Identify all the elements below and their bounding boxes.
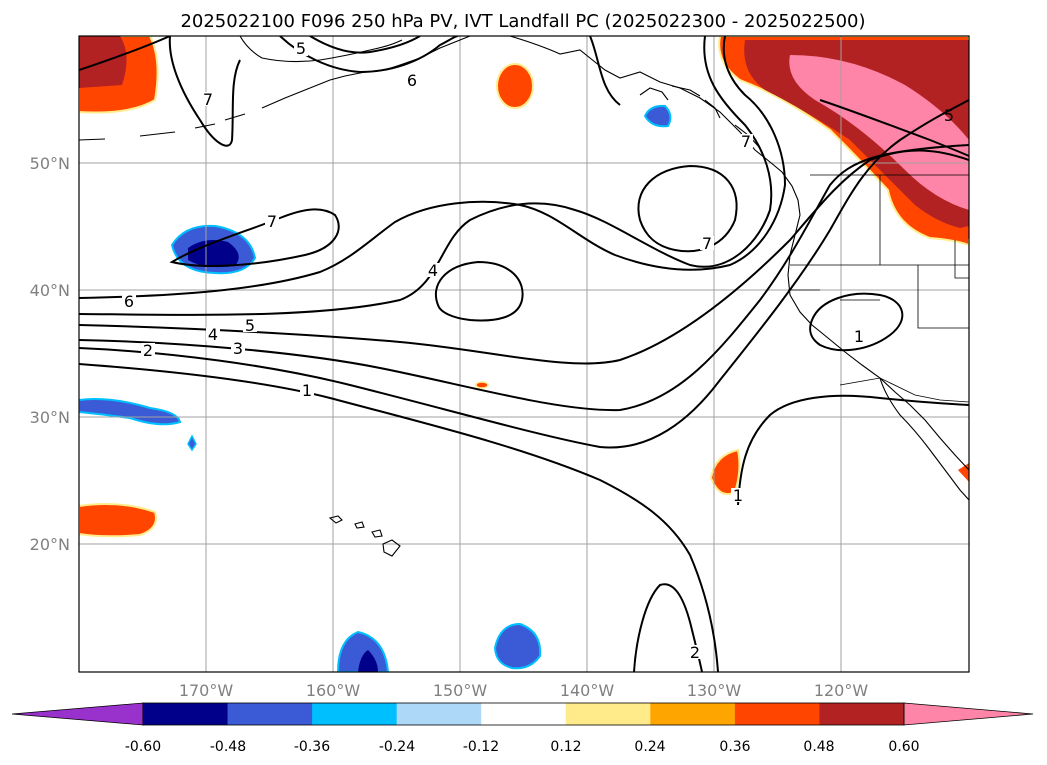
contour-label: 4 xyxy=(428,261,438,280)
contour-label: 5 xyxy=(296,39,306,58)
colorbar-tick-label: -0.12 xyxy=(463,739,499,755)
colorbar-tick-label: -0.60 xyxy=(125,739,161,755)
colorbar-tick-label: 0.12 xyxy=(550,739,581,755)
positive-anomaly-shading xyxy=(79,36,969,538)
contour-label: 1 xyxy=(854,327,864,346)
lat-tick-label: 20°N xyxy=(30,535,70,554)
colorbar-cell xyxy=(227,703,313,725)
coastlines xyxy=(79,36,969,557)
colorbar-cell xyxy=(143,703,229,725)
lon-tick-label: 150°W xyxy=(433,681,488,700)
colorbar-tick-labels: -0.60 -0.48 -0.36 -0.24 -0.12 0.12 0.24 … xyxy=(125,739,920,755)
contour-label: 1 xyxy=(302,381,312,400)
lon-tick-label: 160°W xyxy=(306,681,361,700)
colorbar-cell xyxy=(734,703,820,725)
contour-label: 5 xyxy=(245,316,255,335)
contour-labels: 7 5 6 7 7 6 5 4 3 2 1 4 7 1 xyxy=(122,39,954,662)
lon-tick-label: 140°W xyxy=(560,681,615,700)
colorbar-extend-low xyxy=(12,703,143,725)
colorbar-extend-high xyxy=(904,703,1033,725)
contour-label: 7 xyxy=(702,234,712,253)
contour-label: 1 xyxy=(733,486,743,505)
colorbar: -0.60 -0.48 -0.36 -0.24 -0.12 0.12 0.24 … xyxy=(11,702,1034,755)
colorbar-cells xyxy=(12,703,1033,725)
lon-tick-label: 170°W xyxy=(179,681,234,700)
political-borders xyxy=(788,174,969,403)
contour-label: 7 xyxy=(267,212,277,231)
contour-label: 6 xyxy=(124,292,134,311)
lat-tick-label: 30°N xyxy=(30,408,70,427)
contour-label: 7 xyxy=(741,132,751,151)
colorbar-cell xyxy=(819,703,905,725)
lat-tick-label: 50°N xyxy=(30,154,70,173)
contour-label: 5 xyxy=(944,106,954,125)
colorbar-cell xyxy=(565,703,651,725)
latitude-tick-labels: 50°N 40°N 30°N 20°N xyxy=(30,154,70,554)
contour-label: 4 xyxy=(208,325,218,344)
contour-label: 2 xyxy=(690,643,700,662)
map-title: 2025022100 F096 250 hPa PV, IVT Landfall… xyxy=(180,11,865,32)
colorbar-tick-label: 0.24 xyxy=(634,739,665,755)
colorbar-cell xyxy=(312,703,398,725)
colorbar-cell xyxy=(481,703,567,725)
contour-label: 7 xyxy=(203,90,213,109)
pv-contours xyxy=(79,36,969,672)
lon-tick-label: 130°W xyxy=(687,681,742,700)
colorbar-tick-label: -0.36 xyxy=(294,739,330,755)
colorbar-tick-label: 0.48 xyxy=(803,739,834,755)
colorbar-frame xyxy=(142,702,905,726)
colorbar-cell xyxy=(396,703,482,725)
longitude-tick-labels: 170°W 160°W 150°W 140°W 130°W 120°W xyxy=(179,681,869,700)
colorbar-tick-label: -0.24 xyxy=(379,739,415,755)
colorbar-tick-label: 0.60 xyxy=(888,739,919,755)
contour-label: 6 xyxy=(407,71,417,90)
colorbar-tick-label: -0.48 xyxy=(210,739,246,755)
negative-anomaly-shading xyxy=(79,104,672,672)
lat-tick-label: 40°N xyxy=(30,281,70,300)
map-area: 7 5 6 7 7 6 5 4 3 2 1 4 7 1 xyxy=(79,36,969,672)
colorbar-tick-label: 0.36 xyxy=(719,739,750,755)
colorbar-cell xyxy=(650,703,736,725)
lon-tick-label: 120°W xyxy=(814,681,869,700)
map-frame xyxy=(78,35,970,673)
contour-label: 2 xyxy=(143,341,153,360)
contour-label: 3 xyxy=(233,339,243,358)
